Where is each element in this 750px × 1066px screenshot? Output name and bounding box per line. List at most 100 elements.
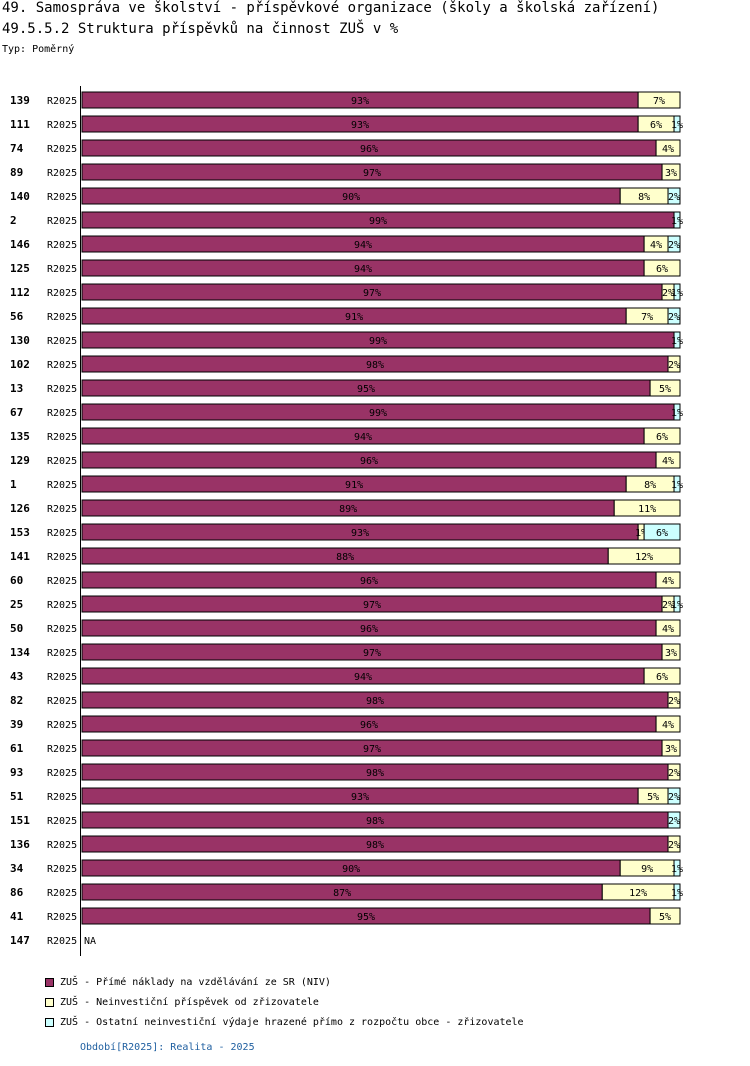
data-label: 7% (653, 96, 665, 107)
category-label: 147 (10, 934, 30, 947)
period-label: R2025 (47, 552, 77, 563)
data-label: 4% (662, 720, 674, 731)
data-label: 88% (336, 552, 354, 563)
data-label: 96% (360, 456, 378, 467)
period-label: R2025 (47, 816, 77, 827)
period-label: R2025 (47, 336, 77, 347)
data-label: 1% (671, 120, 683, 131)
period-label: R2025 (47, 648, 77, 659)
bar-segment (667, 235, 681, 253)
data-label: 97% (363, 288, 381, 299)
bar-segment (673, 331, 681, 349)
bar-segment (655, 451, 681, 469)
legend-swatch-ostatni (45, 1018, 54, 1027)
category-label: 43 (10, 670, 23, 683)
data-label: 96% (360, 624, 378, 635)
bar-segment (667, 811, 681, 829)
bar-segment (607, 547, 681, 565)
data-label: 8% (644, 480, 656, 491)
category-label: 1 (10, 478, 17, 491)
period-label: R2025 (47, 504, 77, 515)
chart-subtitle: 49.5.5.2 Struktura příspěvků na činnost … (2, 21, 399, 37)
data-label: 99% (369, 216, 387, 227)
data-label: 93% (351, 120, 369, 131)
legend-item-ostatni: ZUŠ - Ostatní neinvestiční výdaje hrazen… (45, 1017, 524, 1028)
data-label: 1% (671, 600, 683, 611)
data-label: 2% (668, 816, 680, 827)
period-label: R2025 (47, 528, 77, 539)
period-label: R2025 (47, 792, 77, 803)
data-label: 2% (668, 360, 680, 371)
category-label: 60 (10, 574, 23, 587)
bar-segment (667, 835, 681, 853)
bar-segment (643, 427, 681, 445)
data-label: 4% (650, 240, 662, 251)
data-label: 2% (668, 696, 680, 707)
period-label: R2025 (47, 864, 77, 875)
period-label: R2025 (47, 744, 77, 755)
data-label: 8% (638, 192, 650, 203)
data-label: 2% (662, 600, 674, 611)
chart-type-label: Typ: Poměrný (2, 44, 75, 55)
bar-segment (673, 211, 681, 229)
data-label: 4% (662, 144, 674, 155)
period-label: R2025 (47, 912, 77, 923)
category-label: 146 (10, 238, 30, 251)
data-label: 98% (366, 768, 384, 779)
data-label: 12% (629, 888, 647, 899)
period-label: R2025 (47, 456, 77, 467)
legend-swatch-niv (45, 978, 54, 987)
category-label: 111 (10, 118, 30, 131)
period-label: R2025 (47, 888, 77, 899)
category-label: 129 (10, 454, 30, 467)
data-label: 99% (369, 336, 387, 347)
data-label: 91% (345, 480, 363, 491)
category-label: 67 (10, 406, 23, 419)
period-label: R2025 (47, 120, 77, 131)
bar-segment (661, 163, 681, 181)
data-label: 93% (351, 792, 369, 803)
legend-item-niv: ZUŠ - Přímé náklady na vzdělávání ze SR … (45, 977, 331, 988)
category-label: 140 (10, 190, 30, 203)
category-label: 2 (10, 214, 17, 227)
data-label: 94% (354, 432, 372, 443)
period-label: R2025 (47, 576, 77, 587)
bar-segment (667, 355, 681, 373)
data-label: 2% (662, 288, 674, 299)
category-label: 135 (10, 430, 30, 443)
data-label: 94% (354, 240, 372, 251)
period-label: R2025 (47, 144, 77, 155)
bar-segment (643, 259, 681, 277)
category-label: 50 (10, 622, 23, 635)
data-label: 97% (363, 744, 381, 755)
data-label: 98% (366, 360, 384, 371)
data-label: 1% (635, 528, 647, 539)
data-label: 1% (671, 864, 683, 875)
bar-segment (661, 739, 681, 757)
period-label: R2025 (47, 936, 77, 947)
bar-segment (643, 523, 681, 541)
data-label: 90% (342, 864, 360, 875)
legend-label-neinv: ZUŠ - Neinvestiční příspěvek od zřizovat… (60, 997, 319, 1008)
period-label: R2025 (47, 696, 77, 707)
category-label: 93 (10, 766, 23, 779)
category-label: 153 (10, 526, 30, 539)
bar-segment (673, 883, 681, 901)
period-label: R2025 (47, 384, 77, 395)
data-label: 91% (345, 312, 363, 323)
data-label: 5% (659, 912, 671, 923)
category-label: 39 (10, 718, 23, 731)
data-label: 87% (333, 888, 351, 899)
data-label: 1% (671, 408, 683, 419)
bar-segment (655, 619, 681, 637)
period-label: R2025 (47, 360, 77, 371)
period-label: R2025 (47, 168, 77, 179)
data-label: 93% (351, 528, 369, 539)
category-label: 130 (10, 334, 30, 347)
bar-segment (667, 763, 681, 781)
data-label: 4% (662, 456, 674, 467)
category-label: 13 (10, 382, 23, 395)
data-label: 3% (665, 744, 677, 755)
category-label: 56 (10, 310, 24, 323)
data-label: 1% (671, 336, 683, 347)
